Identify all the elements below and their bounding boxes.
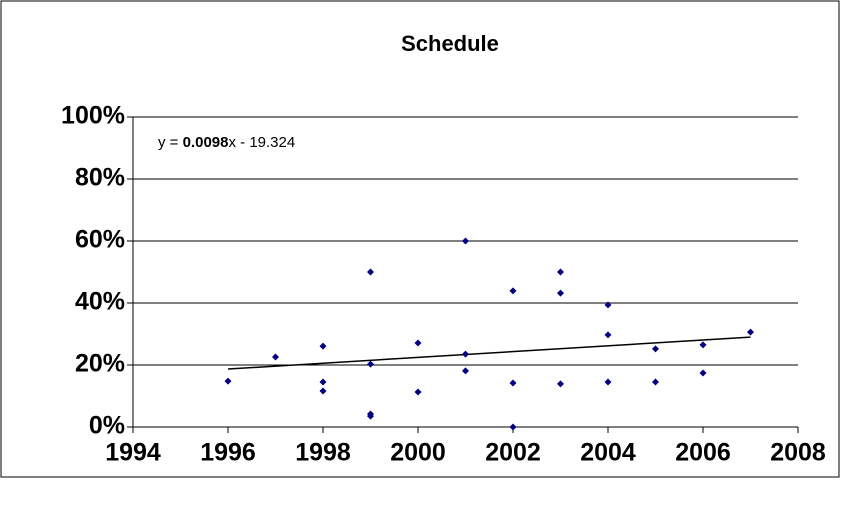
point	[699, 341, 707, 349]
point	[604, 301, 612, 309]
y-tick-label: 20%	[75, 350, 125, 378]
y-tick-label: 0%	[89, 412, 125, 440]
point	[414, 339, 422, 347]
trendline	[227, 336, 751, 370]
x-tick-label: 1994	[105, 439, 161, 467]
y-tick-label: 60%	[75, 226, 125, 254]
x-tick-label: 2008	[770, 439, 826, 467]
equation-part: x - 19.324	[229, 134, 296, 151]
point	[462, 367, 469, 375]
point	[747, 328, 754, 336]
y-tick-label: 100%	[61, 102, 125, 130]
point	[367, 360, 374, 368]
x-tick-label: 2002	[485, 439, 541, 467]
point	[509, 379, 517, 387]
point	[224, 377, 232, 385]
x-tick-label: 2000	[390, 439, 446, 467]
y-tick-label: 40%	[75, 288, 125, 316]
point	[557, 289, 564, 297]
point	[604, 378, 612, 386]
point	[367, 412, 374, 420]
chart-title: Schedule	[401, 31, 499, 56]
equation-part: y =	[158, 134, 183, 151]
point	[319, 342, 327, 350]
point	[414, 388, 422, 396]
x-tick-label: 2004	[580, 439, 636, 467]
x-tick-label: 2006	[675, 439, 731, 467]
point	[652, 378, 659, 386]
point	[272, 353, 279, 361]
point	[367, 268, 374, 276]
point	[462, 237, 469, 245]
point	[462, 350, 469, 358]
point	[557, 380, 564, 388]
point	[509, 287, 517, 295]
trend-equation: y = 0.0098x - 19.324	[158, 134, 295, 151]
point	[604, 331, 612, 339]
point	[652, 345, 659, 353]
point	[509, 423, 517, 431]
x-tick-label: 1998	[295, 439, 351, 467]
x-tick-label: 1996	[200, 439, 256, 467]
point	[699, 369, 707, 377]
chart-border	[0, 0, 840, 478]
point	[319, 387, 327, 395]
point	[557, 268, 564, 276]
point	[319, 378, 327, 386]
equation-part: 0.0098	[183, 134, 229, 151]
y-tick-label: 80%	[75, 164, 125, 192]
